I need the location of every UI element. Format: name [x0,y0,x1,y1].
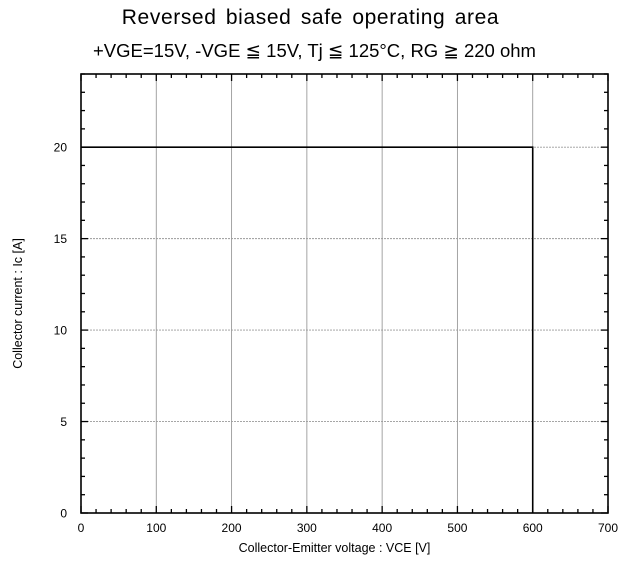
x-tick-label: 0 [78,521,85,535]
y-tick-label: 15 [54,232,68,246]
x-tick-label: 100 [146,521,166,535]
y-tick-label: 10 [54,324,68,338]
plot-frame [80,73,609,514]
y-tick-label: 20 [54,141,68,155]
series-line [81,146,534,513]
y-axis-label: Collector current : Ic [A] [11,238,25,369]
y-tick-label: 5 [60,415,67,429]
x-tick-label: 600 [523,521,543,535]
chart-title: Reversed biased safe operating area [121,6,500,29]
y-tick-label: 0 [60,507,67,521]
x-axis-label: Collector-Emitter voltage : VCE [V] [239,541,431,555]
x-tick-label: 700 [598,521,618,535]
x-tick-label: 300 [297,521,317,535]
x-tick-label: 500 [447,521,467,535]
x-tick-label: 200 [222,521,242,535]
chart-subtitle: +VGE=15V, -VGE ≦ 15V, Tj ≦ 125°C, RG ≧ 2… [93,40,536,61]
x-tick-label: 400 [372,521,392,535]
